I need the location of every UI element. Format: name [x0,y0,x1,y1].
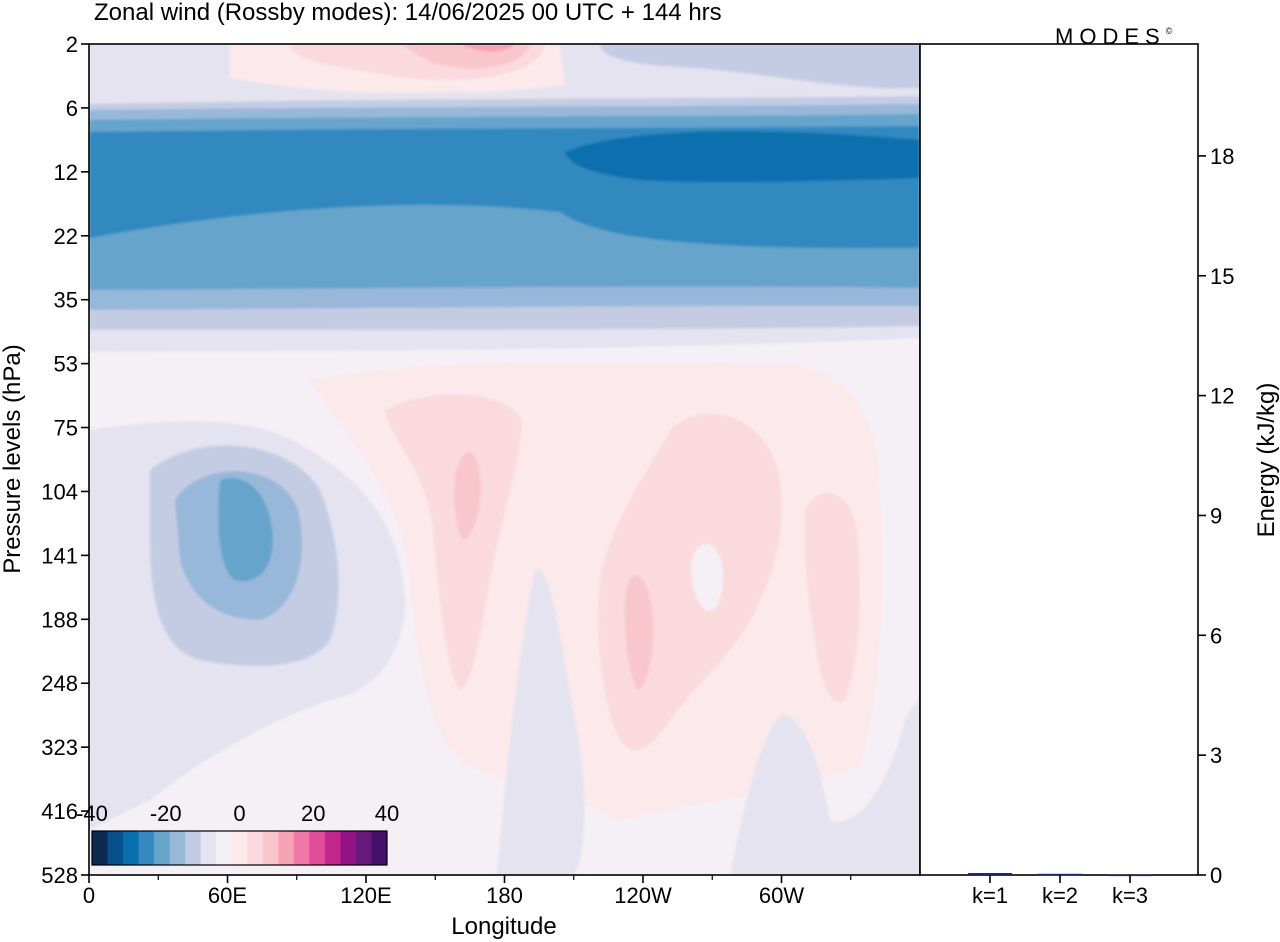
energy-bar [968,873,1012,875]
x-tick-label: 120W [614,883,672,908]
x-tick-label: 120E [340,883,391,908]
x-tick-label: 180 [486,883,523,908]
chart-title: Zonal wind (Rossby modes): 14/06/2025 00… [94,0,722,26]
colorbar-tick-label: 20 [301,801,325,826]
colorbar-swatch [169,831,186,865]
energy-category-label: k=2 [1042,883,1078,908]
colorbar-tick-label: -40 [76,801,108,826]
energy-x-axis: k=1 k=2 k=3 [972,875,1148,908]
colorbar-swatch [293,831,310,865]
y-tick-label: 2 [66,32,78,57]
colorbar-tick-label: -20 [150,801,182,826]
colorbar-swatch [262,831,279,865]
y-tick-label: 53 [54,352,78,377]
colorbar-swatch [185,831,202,865]
y-tick-label: 528 [41,863,78,888]
energy-category-label: k=1 [972,883,1008,908]
energy-y-axis: 0 3 6 9 12 15 18 [1198,144,1234,888]
energy-panel-frame [919,43,1199,876]
x-tick-label: 0 [83,883,95,908]
y-tick-label: 35 [54,288,78,313]
energy-tick-label: 12 [1210,384,1234,409]
y-tick-label: 188 [41,607,78,632]
y-tick-label: 416 [41,799,78,824]
colorbar-swatch [107,831,124,865]
colorbar-swatch [324,831,341,865]
y-tick-label: 22 [54,224,78,249]
heatmap-x-axis-label: Longitude [451,913,556,940]
y-tick-label: 104 [41,479,78,504]
energy-tick-label: 9 [1210,503,1222,528]
colorbar-swatch [247,831,264,865]
heatmap-x-axis: 0 60E 120E 180 120W 60W [83,875,852,908]
colorbar-swatch [278,831,295,865]
colorbar-swatch [309,831,326,865]
colorbar-tick-label: 0 [233,801,245,826]
colorbar-swatch [231,831,248,865]
energy-tick-label: 15 [1210,264,1234,289]
colorbar-swatch [154,831,171,865]
energy-tick-label: 6 [1210,623,1222,648]
y-tick-label: 141 [41,543,78,568]
colorbar-swatch [92,831,108,865]
colorbar-tick-label: 40 [375,801,399,826]
colorbar-swatch [371,831,388,865]
energy-bar [1038,873,1082,876]
heatmap-y-axis-label: Pressure levels (hPa) [0,344,26,573]
energy-tick-label: 0 [1210,863,1222,888]
colorbar-frame [91,830,388,866]
energy-tick-label: 18 [1210,144,1234,169]
energy-y-axis-label: Energy (kJ/kg) [1253,383,1280,538]
colorbar: -40 -20 0 20 40 [76,801,399,866]
energy-category-label: k=3 [1112,883,1148,908]
y-tick-label: 6 [66,96,78,121]
heatmap-y-axis: 2 6 12 22 35 53 75 104 141 188 248 323 416 528 [41,32,89,888]
y-tick-label: 12 [54,160,78,185]
colorbar-swatch [123,831,139,865]
y-tick-label: 248 [41,671,78,696]
y-tick-label: 323 [41,735,78,760]
contour-field [89,44,920,875]
colorbar-swatch [216,831,233,865]
energy-tick-label: 3 [1210,743,1222,768]
colorbar-swatch [355,831,372,865]
x-tick-label: 60E [208,883,247,908]
colorbar-swatch [200,831,217,865]
colorbar-swatch [138,831,155,865]
x-tick-label: 60W [759,883,804,908]
y-tick-label: 75 [54,416,78,441]
colorbar-swatch [340,831,357,865]
